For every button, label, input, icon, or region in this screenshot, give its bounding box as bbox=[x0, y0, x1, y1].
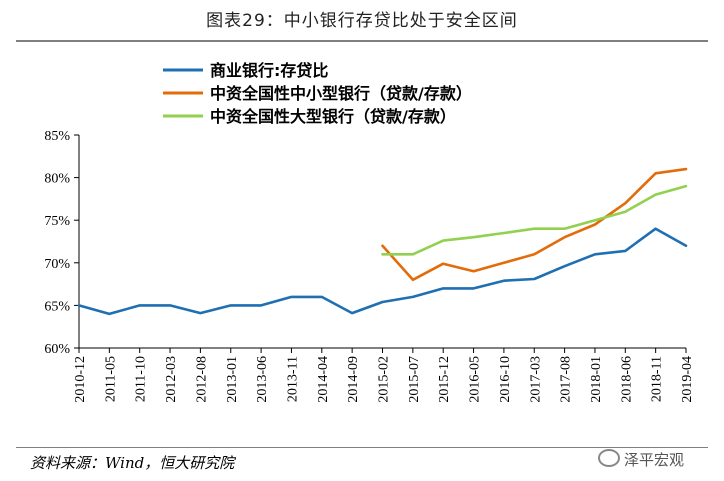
x-tick-label: 2017-08 bbox=[559, 356, 574, 403]
x-tick-label: 2019-04 bbox=[680, 356, 695, 403]
x-tick-label: 2016-05 bbox=[468, 356, 483, 403]
chart-title: 图表29：中小银行存贷比处于安全区间 bbox=[206, 11, 518, 31]
series-line-1 bbox=[77, 227, 688, 316]
x-tick-label: 2018-01 bbox=[589, 356, 604, 403]
x-tick-label: 2015-07 bbox=[407, 356, 422, 403]
wechat-icon bbox=[598, 449, 620, 467]
y-tick-label: 80% bbox=[44, 172, 70, 187]
x-tick-label: 2014-04 bbox=[316, 356, 331, 403]
x-tick-label: 2011-10 bbox=[134, 356, 149, 402]
x-tick-label: 2010-12 bbox=[73, 356, 88, 403]
y-tick-label: 75% bbox=[44, 214, 70, 229]
x-tick-label: 2015-02 bbox=[377, 356, 392, 403]
x-tick-label: 2012-08 bbox=[194, 356, 209, 403]
y-tick-label: 60% bbox=[44, 342, 70, 357]
x-tick-label: 2013-01 bbox=[225, 356, 240, 403]
x-tick-label: 2015-12 bbox=[437, 356, 452, 403]
y-tick-label: 85% bbox=[44, 129, 70, 144]
y-tick-label: 70% bbox=[44, 257, 70, 272]
watermark-text: 泽平宏观 bbox=[624, 451, 685, 469]
x-tick-label: 2013-11 bbox=[285, 356, 300, 402]
y-tick-label: 65% bbox=[44, 299, 70, 314]
series-line-3 bbox=[381, 184, 688, 256]
x-tick-label: 2011-05 bbox=[103, 356, 118, 402]
legend-label-3: 中资全国性大型银行（贷款/存款） bbox=[210, 107, 456, 126]
x-tick-label: 2018-06 bbox=[619, 356, 634, 403]
x-tick-label: 2016-10 bbox=[498, 356, 513, 403]
source-note: 资料来源：Wind，恒大研究院 bbox=[30, 454, 235, 472]
series-line-2 bbox=[381, 167, 688, 282]
watermark: 泽平宏观 bbox=[598, 449, 684, 470]
x-tick-label: 2018-11 bbox=[650, 356, 665, 402]
chart-axes: 60% 65% 70% 75% 80% 85% 2010-12 2011-05 2011-10 2… bbox=[44, 129, 695, 403]
legend-label-2: 中资全国性中小型银行（贷款/存款） bbox=[210, 84, 472, 103]
title-divider bbox=[16, 40, 708, 42]
x-tick-label: 2017-03 bbox=[528, 356, 543, 403]
series-layer bbox=[77, 167, 688, 316]
x-tick-label: 2014-09 bbox=[346, 356, 361, 403]
x-tick-label: 2013-06 bbox=[255, 356, 270, 403]
legend-label-1: 商业银行:存贷比 bbox=[210, 61, 328, 80]
footer-divider bbox=[16, 447, 708, 448]
x-tick-label: 2012-03 bbox=[164, 356, 179, 403]
